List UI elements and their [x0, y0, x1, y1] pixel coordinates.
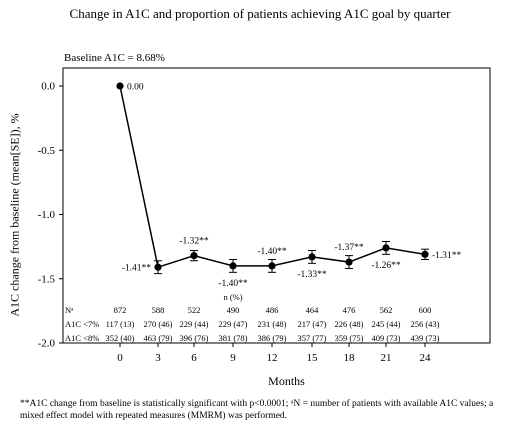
table-cell: 256 (43): [410, 319, 439, 329]
x-tick-label: 0: [117, 352, 123, 364]
y-tick-label: -2.0: [38, 338, 56, 350]
data-point: [308, 253, 316, 261]
data-point: [268, 262, 276, 270]
data-label: -1.33**: [297, 270, 327, 280]
y-tick-label: -0.5: [38, 145, 56, 157]
table-cell: 522: [188, 305, 201, 315]
table-row-label: A1C <8%: [65, 333, 99, 343]
table-cell: 439 (73): [410, 333, 439, 343]
table-cell: 600: [419, 305, 432, 315]
x-tick-label: 15: [307, 352, 319, 364]
y-tick-label: -1.5: [38, 273, 56, 285]
table-header: n (%): [223, 292, 242, 302]
x-tick-label: 21: [381, 352, 392, 364]
table-cell: 386 (79): [257, 333, 286, 343]
data-label: -1.26**: [371, 261, 401, 271]
table-cell: 359 (75): [334, 333, 363, 343]
table-cell: 245 (44): [371, 319, 400, 329]
data-point: [116, 82, 124, 90]
data-point: [229, 262, 237, 270]
y-tick-label: -1.0: [38, 209, 56, 221]
table-cell: 229 (44): [179, 319, 208, 329]
data-label: -1.31**: [432, 251, 462, 261]
data-label: -1.37**: [334, 243, 364, 253]
table-cell: 396 (76): [179, 333, 208, 343]
table-cell: 381 (78): [218, 333, 247, 343]
data-point: [421, 250, 429, 258]
table-cell: 352 (40): [105, 333, 134, 343]
table-cell: 231 (48): [257, 319, 286, 329]
table-cell: 357 (77): [297, 333, 326, 343]
table-cell: 872: [114, 305, 127, 315]
data-point: [382, 244, 390, 252]
table-cell: 476: [343, 305, 356, 315]
data-label: -1.41**: [122, 264, 152, 274]
table-row-label: Nᵃ: [65, 305, 74, 315]
x-tick-label: 18: [344, 352, 356, 364]
table-cell: 229 (47): [218, 319, 247, 329]
table-cell: 270 (46): [143, 319, 172, 329]
data-point: [190, 252, 198, 260]
data-label: 0.00: [127, 83, 144, 93]
table-cell: 588: [152, 305, 165, 315]
plot-frame: [62, 67, 491, 344]
table-cell: 463 (79): [143, 333, 172, 343]
data-point: [154, 263, 162, 271]
series-line: [119, 85, 426, 269]
footnote: **A1C change from baseline is statistica…: [20, 399, 494, 421]
data-label: -1.32**: [179, 237, 209, 247]
table-cell: 409 (73): [371, 333, 400, 343]
x-axis-label: Months: [268, 374, 305, 388]
x-tick-label: 3: [155, 352, 161, 364]
x-tick-label: 6: [191, 352, 197, 364]
x-tick-label: 9: [230, 352, 236, 364]
x-tick-label: 12: [267, 352, 278, 364]
baseline-note: Baseline A1C = 8.68%: [64, 52, 165, 64]
chart-title: Change in A1C and proportion of patients…: [69, 6, 451, 21]
x-tick-label: 24: [420, 352, 432, 364]
data-point: [345, 258, 353, 266]
table-cell: 562: [380, 305, 393, 315]
table-cell: 464: [306, 305, 320, 315]
table-cell: 117 (13): [106, 319, 135, 329]
table-cell: 486: [266, 305, 279, 315]
table-row-label: A1C <7%: [65, 319, 99, 329]
y-tick-label: 0.0: [41, 81, 55, 93]
data-label: -1.40**: [257, 247, 287, 257]
table-cell: 217 (47): [297, 319, 326, 329]
data-label: -1.40**: [218, 279, 248, 289]
table-cell: 490: [227, 305, 240, 315]
table-cell: 226 (48): [334, 319, 363, 329]
